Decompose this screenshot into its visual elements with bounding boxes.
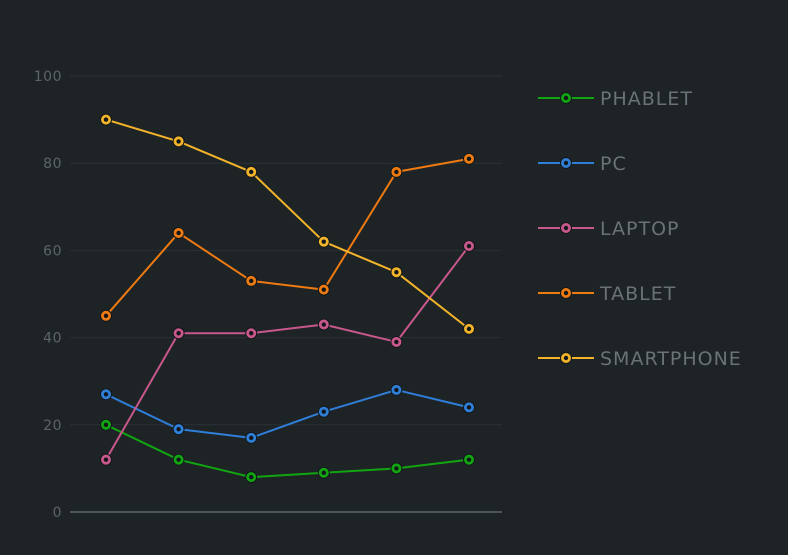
series-laptop [101, 241, 475, 466]
y-tick-label-20: 20 [43, 418, 62, 434]
legend-marker-hole [564, 96, 568, 100]
legend-label-laptop: LAPTOP [600, 218, 680, 240]
data-point-phablet-1[interactable] [101, 419, 112, 430]
y-axis-tick-labels: 0 20 40 60 80 100 [34, 69, 62, 521]
data-point-pc-6[interactable] [464, 402, 475, 413]
data-point-laptop-6[interactable] [464, 241, 475, 252]
marker-hole [104, 117, 108, 121]
data-point-phablet-4[interactable] [318, 467, 329, 478]
series-line-tablet [106, 159, 469, 316]
data-point-phablet-2[interactable] [173, 454, 184, 465]
data-point-smartphone-6[interactable] [464, 323, 475, 334]
marker-hole [322, 410, 326, 414]
marker-hole [176, 457, 180, 461]
y-tick-label-100: 100 [34, 69, 62, 85]
data-point-phablet-5[interactable] [391, 463, 402, 474]
data-point-laptop-1[interactable] [101, 454, 112, 465]
marker-hole [249, 331, 253, 335]
legend-item-pc[interactable]: PC [538, 153, 627, 175]
y-tick-label-40: 40 [43, 331, 62, 347]
data-point-pc-5[interactable] [391, 384, 402, 395]
series-phablet [101, 419, 475, 482]
legend-item-laptop[interactable]: LAPTOP [538, 218, 680, 240]
data-point-pc-3[interactable] [246, 432, 257, 443]
data-point-smartphone-1[interactable] [101, 114, 112, 125]
marker-hole [176, 231, 180, 235]
series-line-pc [106, 390, 469, 438]
legend-marker-hole [564, 226, 568, 230]
marker-hole [394, 170, 398, 174]
marker-hole [467, 327, 471, 331]
series-pc [101, 384, 475, 443]
marker-hole [104, 392, 108, 396]
data-point-laptop-2[interactable] [173, 328, 184, 339]
marker-hole [322, 322, 326, 326]
legend-marker-hole [564, 161, 568, 165]
legend-label-smartphone: SMARTPHONE [600, 348, 742, 370]
marker-hole [322, 471, 326, 475]
series-smartphone [101, 114, 475, 334]
marker-hole [249, 279, 253, 283]
data-point-tablet-3[interactable] [246, 275, 257, 286]
marker-hole [249, 436, 253, 440]
legend-item-smartphone[interactable]: SMARTPHONE [538, 348, 742, 370]
marker-hole [322, 287, 326, 291]
data-point-smartphone-2[interactable] [173, 136, 184, 147]
marker-hole [104, 457, 108, 461]
marker-hole [176, 331, 180, 335]
data-point-tablet-6[interactable] [464, 153, 475, 164]
marker-hole [467, 405, 471, 409]
data-point-laptop-5[interactable] [391, 336, 402, 347]
data-point-pc-2[interactable] [173, 424, 184, 435]
legend-marker-hole [564, 356, 568, 360]
series-tablet [101, 153, 475, 321]
marker-hole [249, 475, 253, 479]
marker-hole [322, 239, 326, 243]
marker-hole [249, 170, 253, 174]
series-line-smartphone [106, 120, 469, 329]
marker-hole [176, 139, 180, 143]
marker-hole [394, 340, 398, 344]
marker-hole [467, 457, 471, 461]
data-point-tablet-1[interactable] [101, 310, 112, 321]
y-tick-label-60: 60 [43, 243, 62, 259]
data-point-pc-1[interactable] [101, 389, 112, 400]
legend-label-phablet: PHABLET [600, 88, 693, 110]
y-tick-label-0: 0 [53, 505, 62, 521]
legend-marker-hole [564, 291, 568, 295]
legend-item-phablet[interactable]: PHABLET [538, 88, 693, 110]
grid-lines [70, 76, 502, 512]
data-point-smartphone-5[interactable] [391, 267, 402, 278]
marker-hole [176, 427, 180, 431]
data-point-smartphone-4[interactable] [318, 236, 329, 247]
marker-hole [394, 388, 398, 392]
data-point-smartphone-3[interactable] [246, 166, 257, 177]
data-point-tablet-5[interactable] [391, 166, 402, 177]
marker-hole [394, 270, 398, 274]
legend-label-tablet: TABLET [599, 283, 676, 305]
data-point-laptop-4[interactable] [318, 319, 329, 330]
y-tick-label-80: 80 [43, 156, 62, 172]
marker-hole [467, 244, 471, 248]
marker-hole [467, 157, 471, 161]
series-line-laptop [106, 246, 469, 460]
data-point-tablet-4[interactable] [318, 284, 329, 295]
marker-hole [104, 314, 108, 318]
legend-label-pc: PC [600, 153, 627, 175]
series-line-phablet [106, 425, 469, 477]
legend-item-tablet[interactable]: TABLET [538, 283, 676, 305]
data-point-phablet-3[interactable] [246, 472, 257, 483]
data-point-phablet-6[interactable] [464, 454, 475, 465]
legend: PHABLET PC LAPTOP TABLET SMARTPHONE [538, 88, 742, 370]
series-lines [101, 114, 475, 483]
marker-hole [394, 466, 398, 470]
data-point-tablet-2[interactable] [173, 227, 184, 238]
marker-hole [104, 423, 108, 427]
data-point-pc-4[interactable] [318, 406, 329, 417]
data-point-laptop-3[interactable] [246, 328, 257, 339]
